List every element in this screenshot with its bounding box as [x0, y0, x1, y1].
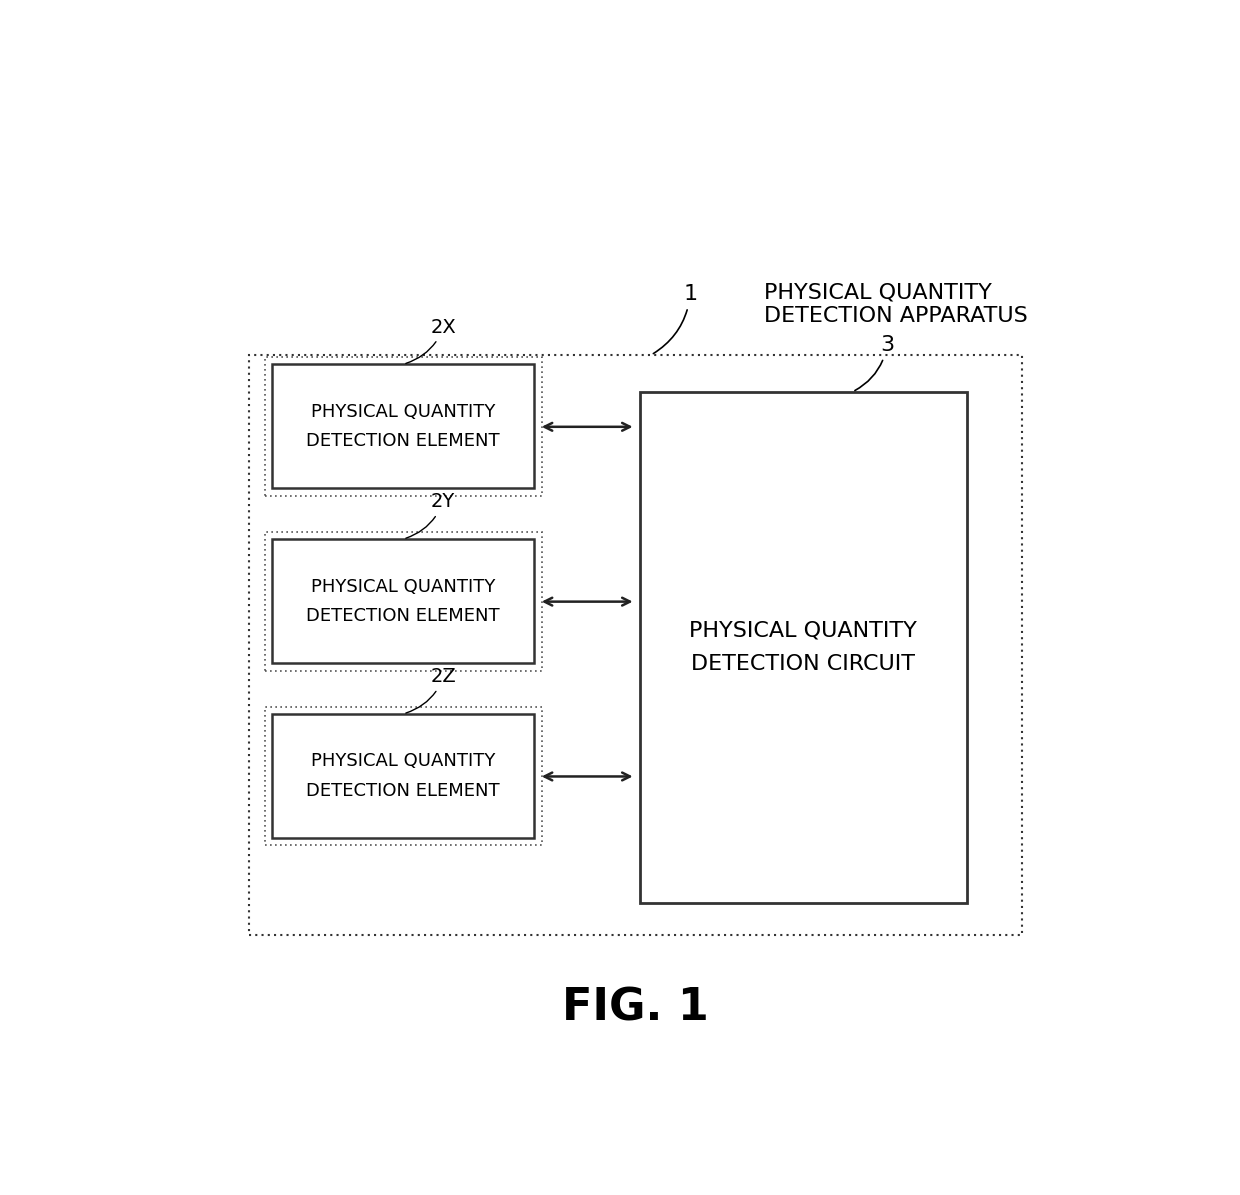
- Text: 2Y: 2Y: [405, 492, 455, 538]
- Bar: [272, 713, 534, 838]
- Bar: [272, 364, 534, 489]
- Bar: [249, 355, 1022, 934]
- Text: PHYSICAL QUANTITY
DETECTION ELEMENT: PHYSICAL QUANTITY DETECTION ELEMENT: [306, 577, 500, 625]
- Text: 3: 3: [854, 335, 894, 391]
- Bar: [264, 706, 542, 846]
- Bar: [264, 532, 542, 670]
- Text: 1: 1: [653, 284, 697, 354]
- Text: PHYSICAL QUANTITY
DETECTION ELEMENT: PHYSICAL QUANTITY DETECTION ELEMENT: [306, 753, 500, 799]
- Bar: [640, 392, 967, 902]
- Text: FIG. 1: FIG. 1: [562, 987, 709, 1030]
- Bar: [272, 539, 534, 663]
- Text: PHYSICAL QUANTITY
DETECTION ELEMENT: PHYSICAL QUANTITY DETECTION ELEMENT: [306, 403, 500, 451]
- Text: 2Z: 2Z: [405, 667, 456, 713]
- Text: PHYSICAL QUANTITY
DETECTION APPARATUS: PHYSICAL QUANTITY DETECTION APPARATUS: [764, 283, 1028, 326]
- Text: PHYSICAL QUANTITY
DETECTION CIRCUIT: PHYSICAL QUANTITY DETECTION CIRCUIT: [689, 620, 918, 674]
- Bar: [264, 357, 542, 496]
- Text: 2X: 2X: [405, 318, 456, 363]
